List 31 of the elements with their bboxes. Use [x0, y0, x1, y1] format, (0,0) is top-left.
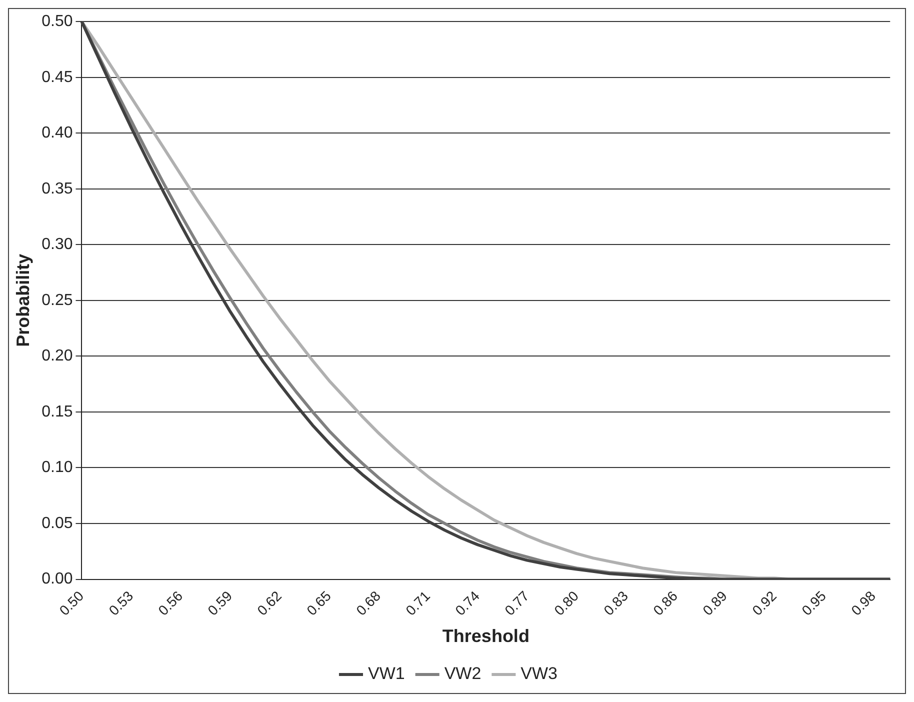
legend-label: VW2: [444, 664, 482, 684]
y-tick-label: 0.45: [42, 68, 73, 86]
y-tick-label: 0.40: [42, 124, 73, 142]
x-tick-label: 0.65: [303, 588, 334, 618]
y-tick-label: 0.25: [42, 292, 73, 309]
x-tick-label: 0.71: [402, 588, 434, 618]
x-tick-label: 0.59: [204, 588, 236, 618]
y-axis-title: Probability: [12, 254, 33, 347]
legend-label: VW1: [368, 664, 405, 684]
x-tick-label: 0.98: [848, 588, 879, 618]
x-tick-label: 0.83: [600, 588, 632, 618]
x-tick-label: 0.92: [748, 588, 780, 618]
x-tick-label: 0.95: [798, 588, 830, 618]
y-tick-label: 0.35: [42, 180, 73, 198]
x-tick-label: 0.86: [650, 588, 681, 618]
x-tick-label: 0.56: [154, 588, 186, 618]
y-tick-label: 0.30: [42, 236, 73, 254]
x-tick-label: 0.89: [699, 588, 730, 618]
x-tick-label: 0.74: [452, 588, 483, 618]
x-tick-label: 0.62: [254, 588, 285, 618]
y-tick-label: 0.10: [42, 459, 73, 476]
y-tick-label: 0.15: [42, 403, 73, 420]
y-tick-label: 0.05: [42, 514, 73, 532]
y-tick-label: 0.20: [42, 348, 73, 365]
x-tick-label: 0.53: [106, 588, 136, 618]
x-axis-title: Threshold: [442, 626, 530, 646]
y-tick-label: 0.50: [42, 13, 73, 30]
x-tick-label: 0.80: [550, 588, 582, 618]
x-tick-label: 0.68: [352, 588, 384, 618]
legend-label: VW3: [520, 664, 558, 684]
y-tick-label: 0.00: [42, 570, 73, 588]
